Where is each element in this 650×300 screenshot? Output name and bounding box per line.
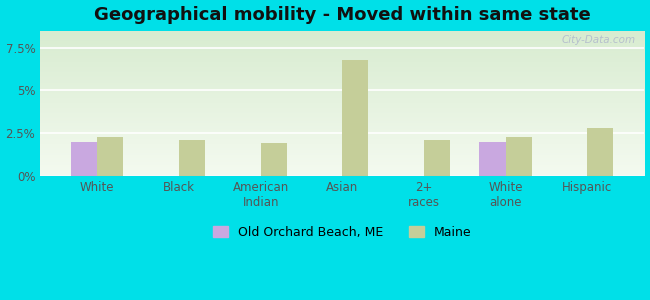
Bar — [343, 60, 369, 176]
Bar — [424, 140, 450, 176]
Bar — [588, 128, 614, 176]
Bar — [98, 136, 124, 176]
Bar — [261, 143, 287, 176]
Bar — [506, 136, 532, 176]
Bar — [179, 140, 205, 176]
Bar — [480, 142, 506, 176]
Bar — [72, 142, 98, 176]
Text: City-Data.com: City-Data.com — [561, 35, 636, 45]
Legend: Old Orchard Beach, ME, Maine: Old Orchard Beach, ME, Maine — [213, 226, 471, 239]
Title: Geographical mobility - Moved within same state: Geographical mobility - Moved within sam… — [94, 6, 591, 24]
